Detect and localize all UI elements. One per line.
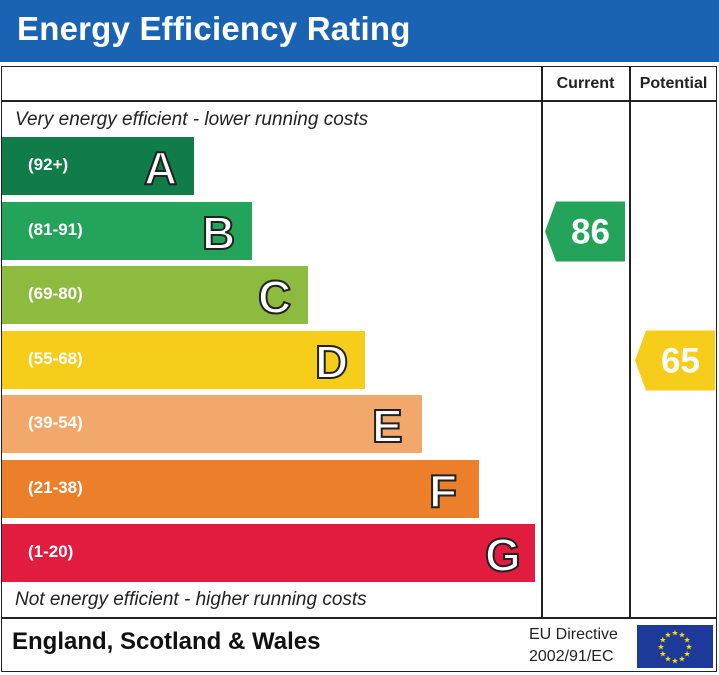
bottom-note: Not energy efficient - higher running co… — [15, 589, 367, 610]
eu-directive-label: EU Directive — [529, 626, 618, 643]
band-c: (69-80) C — [2, 266, 308, 324]
eu-star-icon: ★ — [671, 629, 678, 638]
band-letter-f: F — [428, 464, 458, 518]
band-letter-d: D — [314, 335, 349, 389]
eu-star-icon: ★ — [671, 657, 678, 666]
chart-frame — [1, 66, 717, 672]
band-letter-c: C — [257, 270, 292, 324]
band-range-d: (55-68) — [28, 348, 83, 368]
eu-star-icon: ★ — [685, 643, 692, 652]
eu-star-icon: ★ — [678, 655, 685, 664]
band-g: (1-20) G — [2, 524, 535, 582]
eu-star-icon: ★ — [664, 655, 671, 664]
eu-directive-number: 2002/91/EC — [529, 648, 614, 665]
band-a: (92+) A — [2, 137, 194, 195]
header-bar: Energy Efficiency Rating — [0, 0, 719, 62]
band-b: (81-91) B — [2, 201, 252, 260]
band-range-f: (21-38) — [28, 477, 83, 497]
current-column-header: Current — [556, 75, 615, 92]
band-letter-a: A — [143, 141, 178, 195]
band-letter-g: G — [484, 528, 522, 582]
band-range-c: (69-80) — [28, 284, 83, 303]
potential-column-header: Potential — [639, 75, 708, 92]
current-column-divider — [541, 66, 543, 618]
header-row-divider — [1, 100, 717, 102]
band-range-g: (1-20) — [28, 542, 74, 561]
eu-star-icon: ★ — [684, 636, 691, 645]
band-f: (21-38) F — [2, 459, 479, 518]
band-range-b: (81-91) — [28, 219, 83, 239]
chart-title: Energy Efficiency Rating — [17, 10, 411, 47]
potential-column-divider — [629, 66, 631, 618]
band-letter-e: E — [371, 399, 404, 453]
band-d: (55-68) D — [2, 330, 365, 389]
band-range-a: (92+) — [28, 155, 69, 174]
eu-star-icon: ★ — [659, 650, 666, 659]
footer-row-divider — [1, 617, 717, 619]
eu-flag-icon: ★ ★ ★ ★ ★ ★ ★ ★ ★ ★ ★ ★ — [637, 625, 713, 668]
band-range-e: (39-54) — [28, 413, 83, 432]
eu-star-icon: ★ — [678, 630, 685, 639]
eu-star-icon: ★ — [659, 636, 666, 645]
region-label: England, Scotland & Wales — [12, 628, 321, 655]
eu-star-icon: ★ — [664, 630, 671, 639]
band-e: (39-54) E — [2, 395, 422, 453]
band-letter-b: B — [201, 206, 236, 260]
eu-star-icon: ★ — [657, 643, 664, 652]
eu-star-icon: ★ — [684, 650, 691, 659]
top-note: Very energy efficient - lower running co… — [15, 109, 369, 130]
